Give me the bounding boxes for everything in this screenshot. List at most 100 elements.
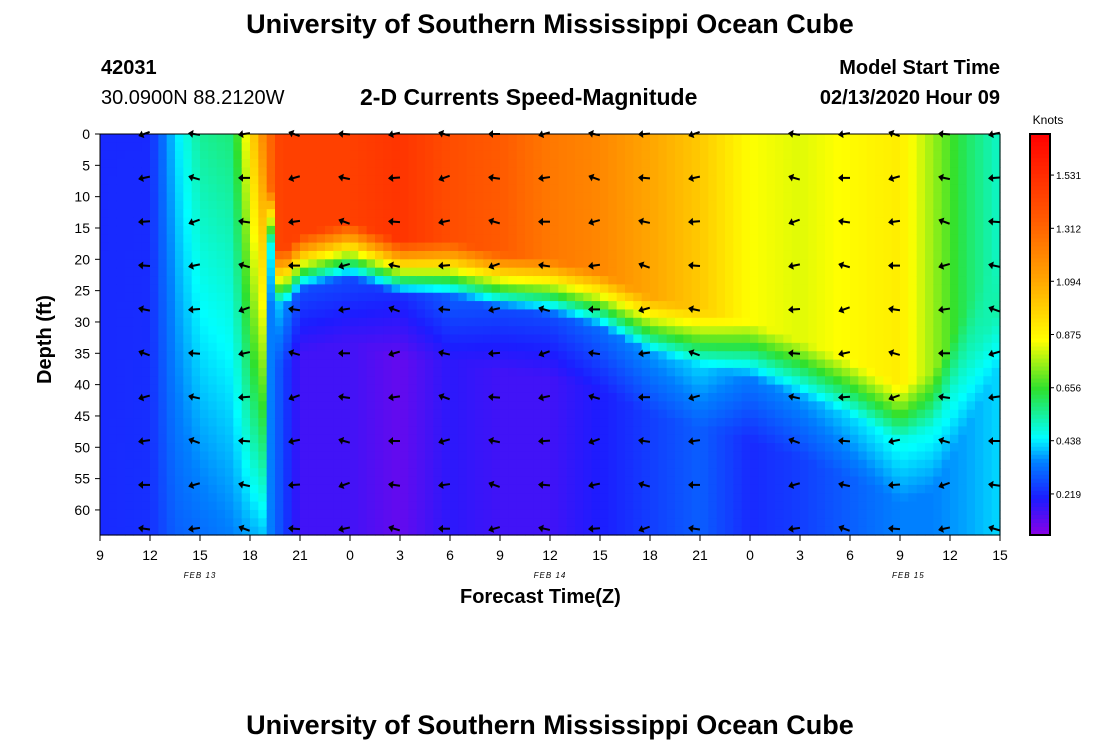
- heatmap-cell: [466, 167, 476, 177]
- heatmap-cell: [658, 334, 668, 344]
- heatmap-cell: [525, 493, 534, 503]
- heatmap-cell: [658, 459, 668, 469]
- heatmap-cell: [341, 334, 351, 344]
- heatmap-cell: [441, 276, 451, 285]
- heatmap-cell: [850, 259, 859, 269]
- heatmap-cell: [350, 468, 359, 478]
- heatmap-cell: [208, 443, 218, 453]
- heatmap-cell: [308, 167, 318, 177]
- heatmap-cell: [925, 225, 934, 235]
- heatmap-cell: [391, 317, 401, 327]
- heatmap-cell: [933, 359, 943, 369]
- heatmap-cell: [175, 451, 184, 461]
- heatmap-cell: [183, 484, 193, 494]
- heatmap-cell: [250, 484, 259, 494]
- heatmap-cell: [375, 518, 384, 528]
- heatmap-cell: [450, 267, 459, 277]
- heatmap-cell: [200, 384, 209, 394]
- heatmap-cell: [825, 317, 834, 327]
- heatmap-cell: [875, 150, 884, 160]
- heatmap-cell: [800, 276, 809, 285]
- heatmap-cell: [583, 409, 593, 419]
- heatmap-cell: [166, 359, 176, 369]
- heatmap-cell: [683, 376, 693, 386]
- heatmap-cell: [933, 267, 943, 277]
- heatmap-cell: [308, 376, 318, 386]
- heatmap-cell: [158, 509, 168, 519]
- heatmap-cell: [866, 367, 876, 377]
- heatmap-cell: [300, 376, 309, 386]
- heatmap-cell: [933, 209, 943, 219]
- heatmap-cell: [375, 501, 384, 511]
- heatmap-cell: [383, 309, 393, 319]
- heatmap-cell: [133, 225, 143, 235]
- heatmap-cell: [425, 443, 434, 453]
- heatmap-cell: [325, 451, 334, 461]
- heatmap-cell: [183, 309, 193, 319]
- heatmap-cell: [533, 359, 543, 369]
- heatmap-cell: [716, 200, 726, 210]
- heatmap-cell: [441, 351, 451, 361]
- heatmap-cell: [541, 384, 551, 394]
- heatmap-cell: [591, 401, 601, 411]
- heatmap-cell: [941, 284, 951, 294]
- heatmap-cell: [375, 443, 384, 453]
- heatmap-cell: [925, 184, 934, 194]
- heatmap-cell: [266, 250, 276, 260]
- heatmap-cell: [483, 401, 493, 411]
- heatmap-cell: [291, 509, 301, 519]
- heatmap-cell: [433, 443, 443, 453]
- heatmap-cell: [791, 259, 801, 269]
- heatmap-cell: [566, 384, 576, 394]
- heatmap-cell: [250, 493, 259, 503]
- heatmap-cell: [958, 276, 968, 285]
- heatmap-cell: [166, 292, 176, 302]
- heatmap-cell: [508, 409, 518, 419]
- heatmap-cell: [900, 292, 909, 302]
- heatmap-cell: [833, 326, 843, 336]
- heatmap-cell: [458, 342, 468, 352]
- heatmap-cell: [108, 167, 118, 177]
- heatmap-cell: [166, 342, 176, 352]
- heatmap-cell: [158, 468, 168, 478]
- heatmap-cell: [141, 526, 151, 536]
- heatmap-cell: [933, 301, 943, 311]
- heatmap-cell: [891, 501, 901, 511]
- heatmap-cell: [566, 401, 576, 411]
- heatmap-cell: [650, 342, 659, 352]
- heatmap-cell: [391, 209, 401, 219]
- heatmap-cell: [491, 518, 501, 528]
- heatmap-cell: [108, 392, 118, 402]
- heatmap-cell: [625, 167, 634, 177]
- heatmap-cell: [333, 476, 343, 486]
- heatmap-cell: [266, 150, 276, 160]
- heatmap-cell: [216, 342, 226, 352]
- heatmap-cell: [433, 476, 443, 486]
- heatmap-cell: [808, 167, 818, 177]
- heatmap-cell: [100, 526, 109, 536]
- heatmap-cell: [516, 468, 526, 478]
- heatmap-cell: [416, 359, 426, 369]
- heatmap-cell: [116, 184, 126, 194]
- heatmap-cell: [508, 276, 518, 285]
- heatmap-cell: [958, 209, 968, 219]
- heatmap-cell: [850, 392, 859, 402]
- heatmap-cell: [558, 342, 568, 352]
- heatmap-cell: [558, 259, 568, 269]
- heatmap-cell: [933, 426, 943, 436]
- heatmap-cell: [641, 334, 651, 344]
- heatmap-cell: [650, 384, 659, 394]
- heatmap-cell: [483, 451, 493, 461]
- heatmap-cell: [575, 292, 584, 302]
- heatmap-cell: [408, 501, 418, 511]
- heatmap-cell: [925, 401, 934, 411]
- heatmap-cell: [450, 134, 459, 143]
- heatmap-cell: [941, 367, 951, 377]
- heatmap-cell: [341, 192, 351, 202]
- heatmap-cell: [375, 192, 384, 202]
- model-start-time: 02/13/2020 Hour 09: [819, 87, 1000, 109]
- heatmap-cell: [541, 250, 551, 260]
- heatmap-cell: [808, 351, 818, 361]
- heatmap-cell: [716, 292, 726, 302]
- heatmap-cell: [583, 292, 593, 302]
